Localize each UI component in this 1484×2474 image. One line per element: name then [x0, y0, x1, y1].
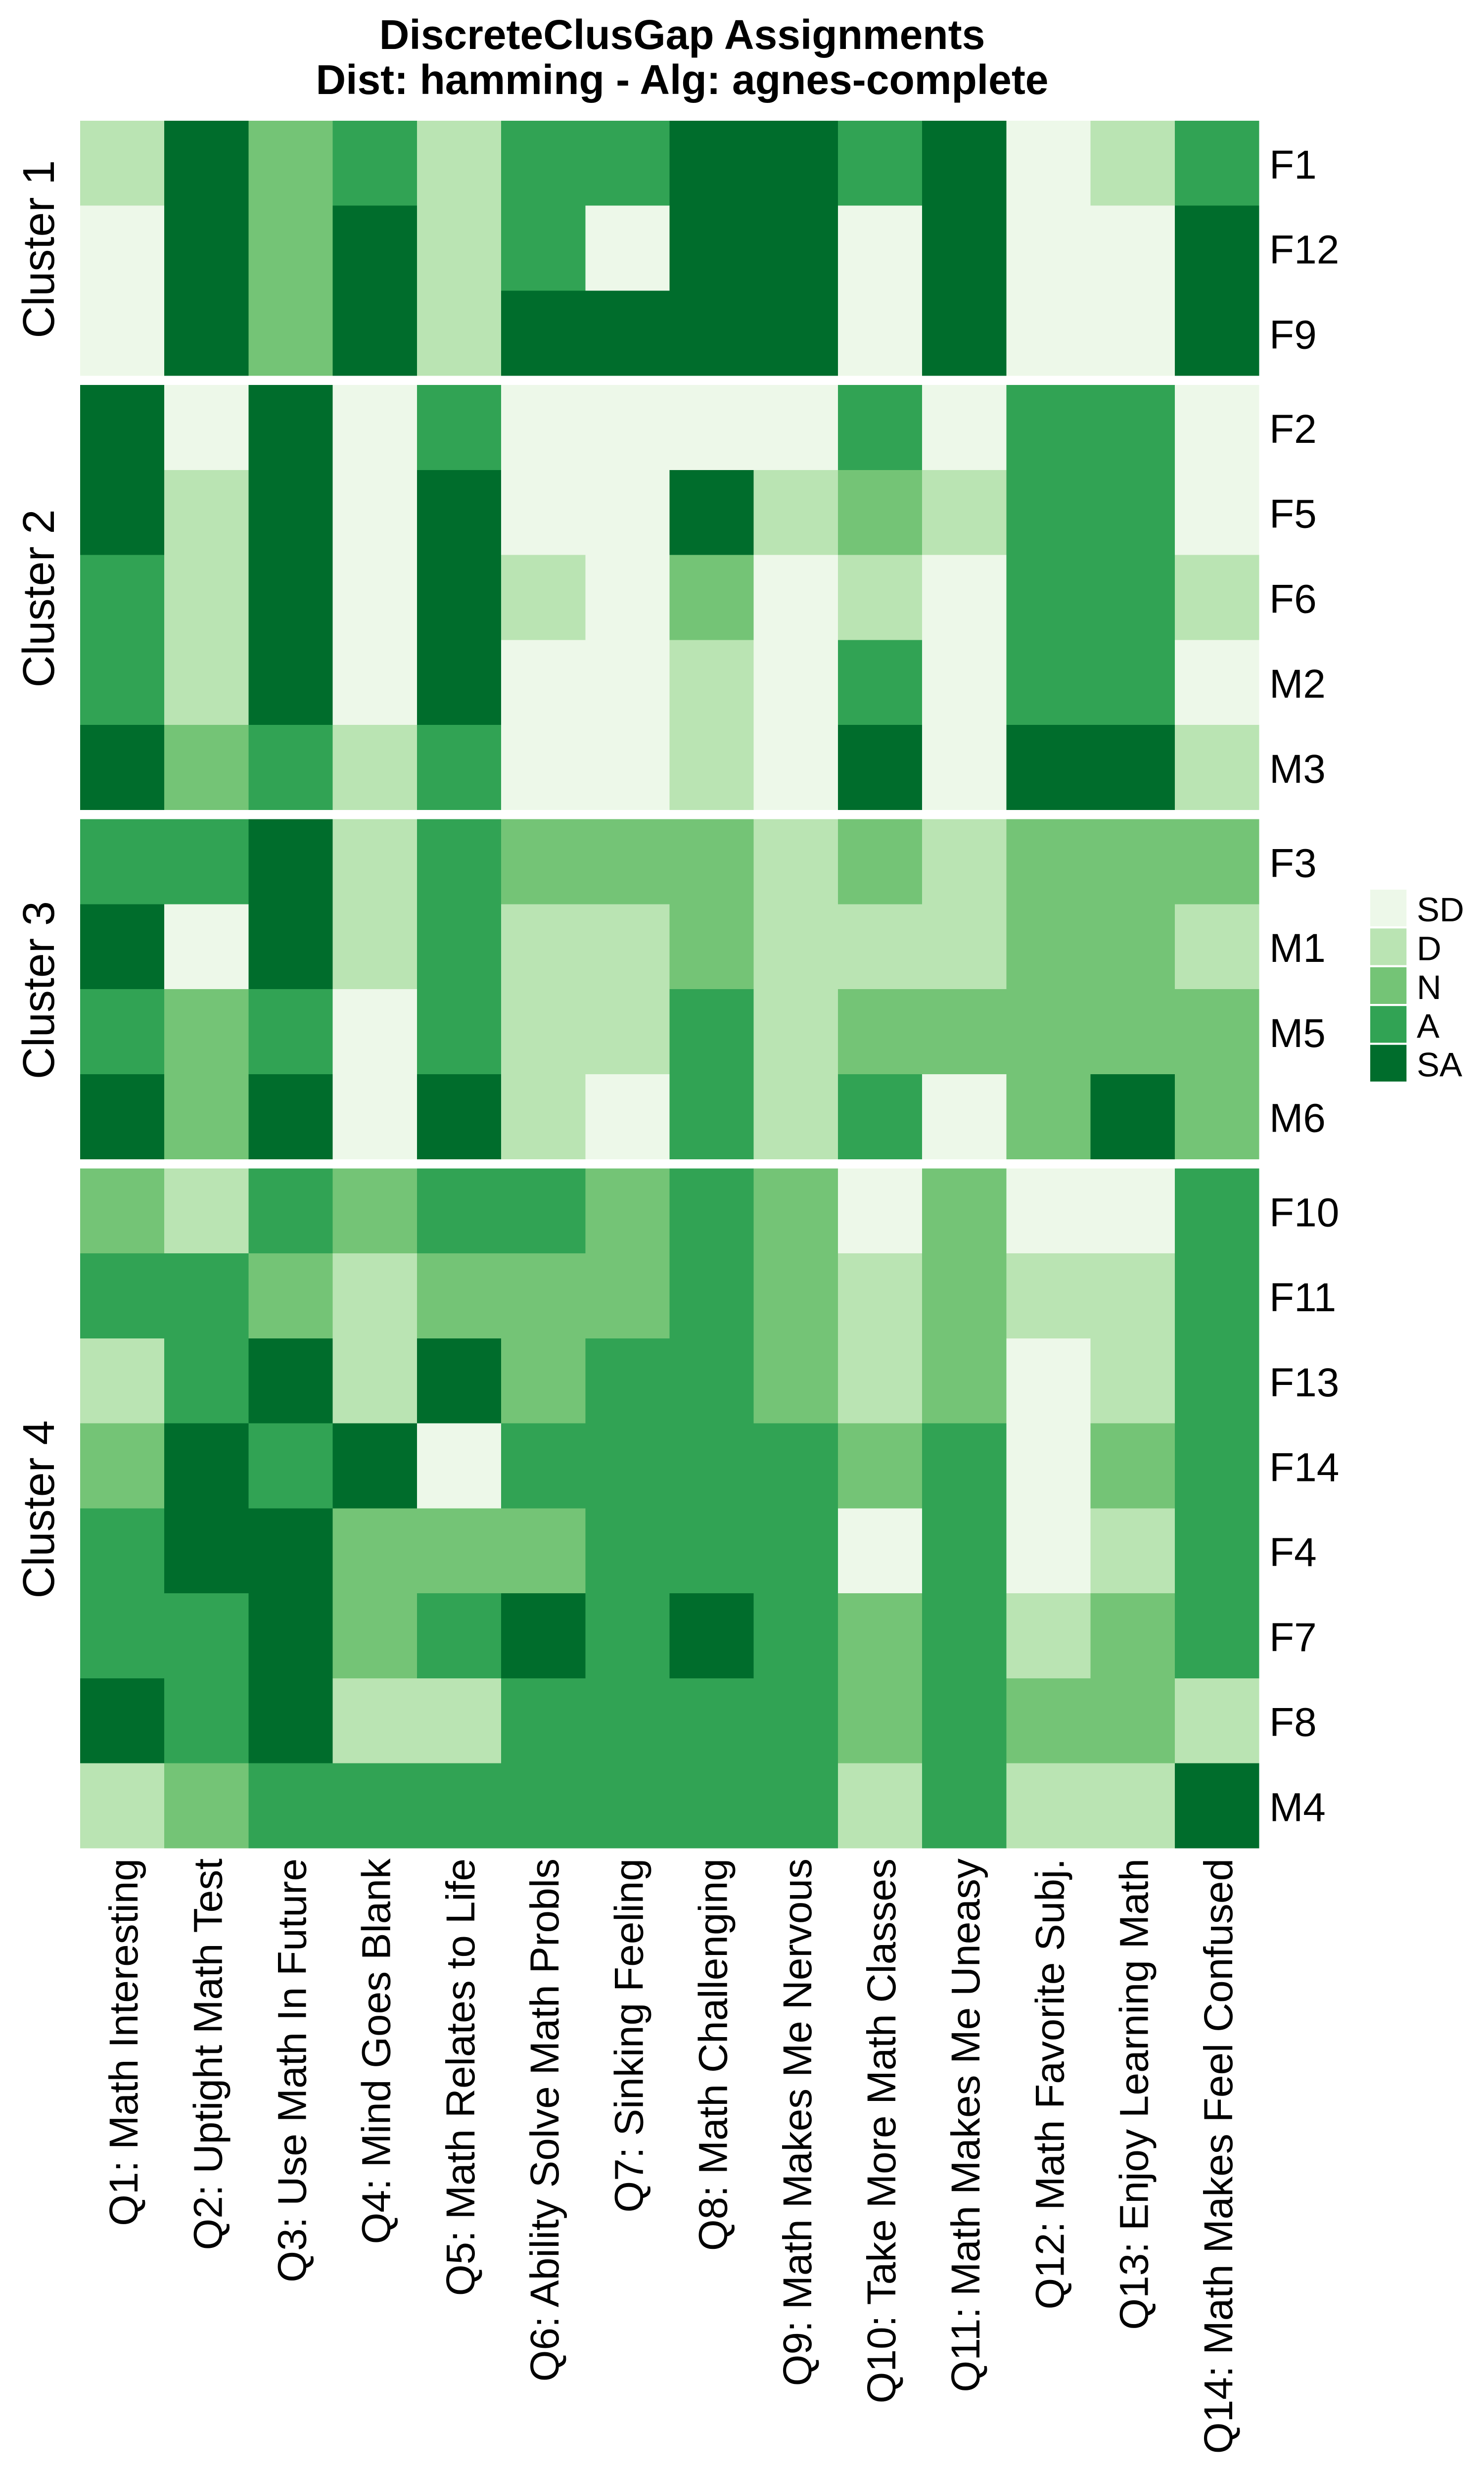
svg-text:F1: F1	[1269, 143, 1317, 188]
svg-text:Q11: Math Makes Me Uneasy: Q11: Math Makes Me Uneasy	[943, 1858, 988, 2392]
svg-text:D: D	[1417, 930, 1441, 968]
svg-text:Q14: Math Makes Feel Confused: Q14: Math Makes Feel Confused	[1196, 1858, 1241, 2454]
svg-text:Q8: Math Challenging: Q8: Math Challenging	[691, 1858, 736, 2251]
svg-text:M2: M2	[1269, 662, 1326, 707]
svg-text:Q4: Mind Goes Blank: Q4: Mind Goes Blank	[354, 1858, 399, 2244]
svg-text:M5: M5	[1269, 1011, 1326, 1056]
svg-text:F7: F7	[1269, 1615, 1317, 1660]
svg-text:F4: F4	[1269, 1530, 1317, 1575]
svg-text:M6: M6	[1269, 1096, 1326, 1141]
svg-text:M4: M4	[1269, 1785, 1326, 1830]
svg-text:Cluster 4: Cluster 4	[14, 1420, 64, 1598]
svg-text:F12: F12	[1269, 228, 1339, 273]
svg-text:F8: F8	[1269, 1700, 1317, 1745]
svg-text:F2: F2	[1269, 407, 1317, 452]
svg-text:DiscreteClusGap Assignments: DiscreteClusGap Assignments	[379, 11, 985, 58]
svg-text:F13: F13	[1269, 1360, 1339, 1405]
svg-text:Cluster 1: Cluster 1	[14, 160, 64, 338]
svg-text:Q12: Math Favorite Subj.: Q12: Math Favorite Subj.	[1028, 1858, 1073, 2310]
svg-text:F11: F11	[1269, 1275, 1336, 1320]
svg-text:SA: SA	[1417, 1046, 1462, 1084]
svg-text:F10: F10	[1269, 1190, 1339, 1235]
svg-text:M1: M1	[1269, 926, 1326, 971]
svg-text:Q13: Enjoy Learning Math: Q13: Enjoy Learning Math	[1112, 1858, 1157, 2330]
svg-text:Q10: Take More Math Classes: Q10: Take More Math Classes	[859, 1858, 904, 2403]
svg-text:Q3: Use Math In Future: Q3: Use Math In Future	[270, 1858, 315, 2283]
svg-text:F14: F14	[1269, 1445, 1339, 1490]
svg-text:Dist: hamming - Alg: agnes-com: Dist: hamming - Alg: agnes-complete	[316, 56, 1048, 103]
svg-text:F6: F6	[1269, 576, 1317, 621]
svg-text:Q5: Math Relates to Life: Q5: Math Relates to Life	[438, 1858, 483, 2296]
svg-text:F3: F3	[1269, 841, 1317, 886]
svg-text:A: A	[1417, 1007, 1439, 1045]
svg-text:Cluster 2: Cluster 2	[14, 509, 64, 687]
svg-text:SD: SD	[1417, 891, 1464, 929]
svg-text:Cluster 3: Cluster 3	[14, 901, 64, 1079]
svg-text:Q1: Math Interesting: Q1: Math Interesting	[101, 1858, 146, 2226]
svg-text:F9: F9	[1269, 312, 1317, 357]
svg-text:Q9: Math Makes Me Nervous: Q9: Math Makes Me Nervous	[775, 1858, 820, 2386]
svg-text:N: N	[1417, 968, 1441, 1006]
svg-text:M3: M3	[1269, 747, 1326, 792]
svg-text:Q2: Uptight Math Test: Q2: Uptight Math Test	[186, 1858, 231, 2250]
svg-text:Q7: Sinking Feeling: Q7: Sinking Feeling	[606, 1858, 651, 2213]
svg-text:Q6: Ability Solve Math Probls: Q6: Ability Solve Math Probls	[522, 1858, 567, 2381]
svg-text:F5: F5	[1269, 492, 1317, 537]
